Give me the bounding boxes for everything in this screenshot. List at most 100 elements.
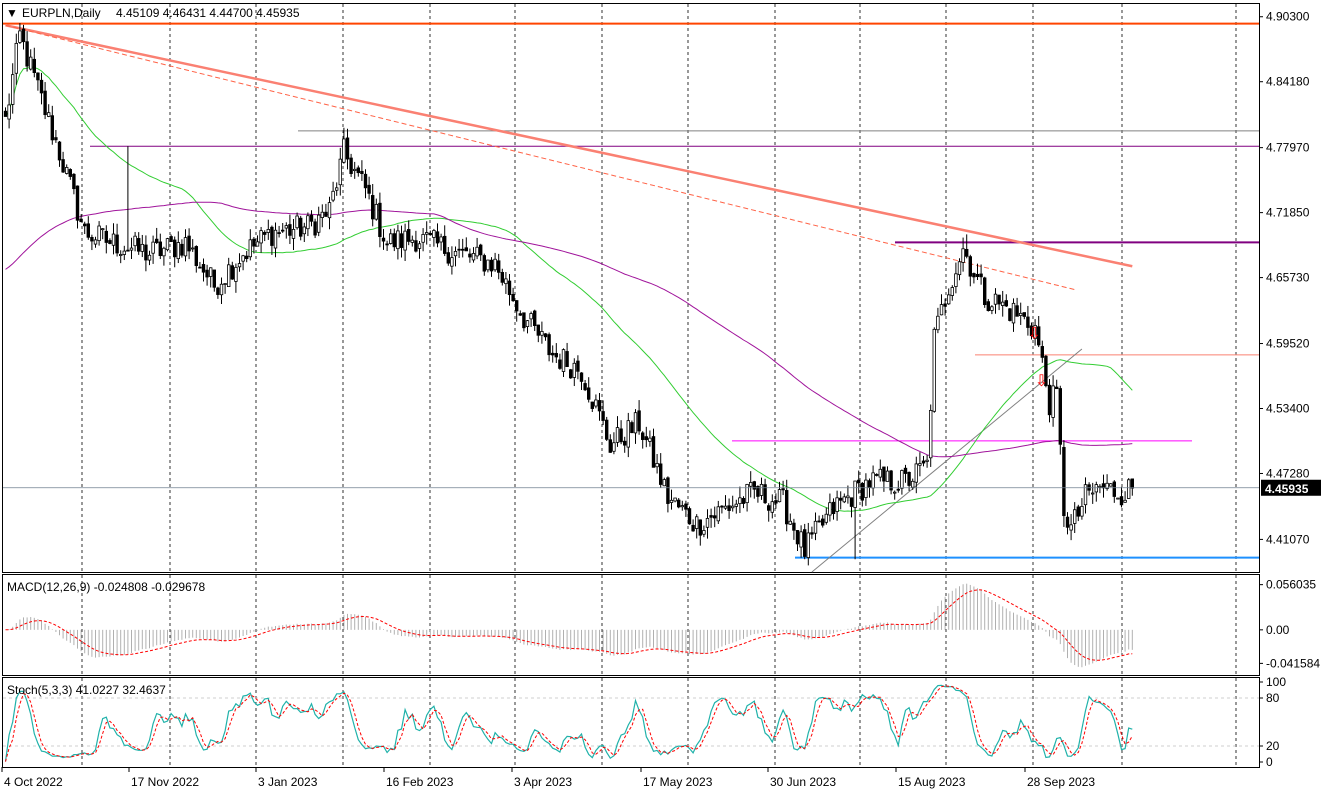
candle-body xyxy=(525,320,530,327)
candle-body xyxy=(374,203,378,220)
candle-body xyxy=(803,529,807,557)
candle-body xyxy=(677,499,681,508)
candle-body xyxy=(997,294,1001,305)
candle-body xyxy=(597,400,602,412)
candle-body xyxy=(14,42,18,74)
candle-body xyxy=(21,28,26,43)
time-tick-label: 16 Feb 2023 xyxy=(386,775,454,789)
candle-body xyxy=(61,159,65,173)
time-tick-label: 4 Oct 2022 xyxy=(4,775,63,789)
candle-body xyxy=(378,202,382,237)
candle-body xyxy=(576,360,580,372)
candle-body xyxy=(104,230,108,243)
time-tick-label: 28 Sep 2023 xyxy=(1027,775,1095,789)
candle-body xyxy=(162,247,166,257)
candle-body xyxy=(623,440,627,446)
candle-body xyxy=(968,256,972,277)
candle-body xyxy=(993,293,998,305)
candle-body xyxy=(342,138,346,163)
candle-body xyxy=(147,254,152,261)
candle-body xyxy=(457,248,461,251)
candle-body xyxy=(356,167,360,174)
candle-body xyxy=(262,231,267,235)
down-arrow-icon: ⇩ xyxy=(1028,325,1041,342)
candle-body xyxy=(626,420,630,448)
time-tick-label: 17 May 2023 xyxy=(643,775,713,789)
candle-body xyxy=(1015,305,1019,317)
stoch-axis: 100 80 20 0 xyxy=(1259,675,1286,769)
candle-body xyxy=(504,278,508,285)
stoch-tick-label: 20 xyxy=(1266,739,1280,753)
candle-body xyxy=(741,498,746,504)
candle-body xyxy=(482,255,486,272)
candle-body xyxy=(1044,355,1048,387)
price-axis: 4.90300 4.84180 4.77970 4.71850 4.65730 4.595… xyxy=(1259,10,1310,546)
candle-body xyxy=(428,232,432,236)
candle-body xyxy=(111,233,116,246)
candle-body xyxy=(1047,384,1052,416)
candle-body xyxy=(1022,312,1026,317)
candle-body xyxy=(900,470,904,489)
candle-body xyxy=(140,243,144,252)
candle-body xyxy=(511,294,515,302)
candle-body xyxy=(842,496,846,503)
candle-body xyxy=(914,463,918,483)
candle-body xyxy=(331,190,335,201)
candle-body xyxy=(119,254,123,256)
candle-body xyxy=(57,141,62,161)
trendline xyxy=(5,24,1133,268)
candle-body xyxy=(403,230,407,251)
stoch-label: Stoch(5,3,3) 41.0227 32.4637 xyxy=(7,683,166,697)
candle-body xyxy=(478,244,483,256)
candle-body xyxy=(36,72,40,81)
candle-body xyxy=(1029,325,1034,337)
candle-body xyxy=(450,257,454,267)
candle-body xyxy=(824,513,828,523)
candle-body xyxy=(7,104,11,120)
candle-body xyxy=(738,497,742,505)
candle-body xyxy=(3,110,8,117)
candle-body xyxy=(367,184,371,194)
candle-body xyxy=(410,239,414,243)
candle-body xyxy=(1098,485,1102,488)
candle-body xyxy=(176,242,180,260)
candle-body xyxy=(306,215,310,230)
candle-body xyxy=(417,243,422,249)
candle-body xyxy=(788,520,792,525)
candle-body xyxy=(1058,388,1062,445)
candle-body xyxy=(813,520,818,534)
down-arrow-icon: ⇩ xyxy=(1035,373,1048,390)
candle-body xyxy=(327,202,332,219)
candle-body xyxy=(767,505,771,511)
candle-body xyxy=(295,215,299,229)
macd-label: MACD(12,26,9) -0.024808 -0.029678 xyxy=(7,580,205,594)
candle-body xyxy=(821,518,825,526)
candle-body xyxy=(25,41,29,67)
candle-body xyxy=(1101,483,1106,489)
current-price-badge xyxy=(1261,479,1321,496)
candle-body xyxy=(352,168,357,172)
candle-body xyxy=(731,505,735,509)
candle-body xyxy=(777,489,782,503)
candle-body xyxy=(651,436,656,468)
candle-body xyxy=(158,241,162,257)
candle-body xyxy=(630,422,634,434)
candle-body xyxy=(270,226,274,246)
candle-body xyxy=(705,518,710,528)
macd-histogram xyxy=(8,583,1133,668)
trendline xyxy=(811,348,1083,573)
candle-body xyxy=(115,234,119,254)
candle-body xyxy=(252,238,256,247)
candle-body xyxy=(558,359,562,369)
candle-body xyxy=(1004,300,1008,307)
macd-axis: 0.056035 0.00 -0.041584 xyxy=(1259,578,1320,670)
candle-body xyxy=(864,479,868,499)
candle-body xyxy=(1051,385,1055,418)
main-panel: ⇩⇩ ▼ EURPLN,Daily 4.45109 4.46431 4.4470… xyxy=(2,3,1321,573)
candle-body xyxy=(1080,505,1084,517)
macd-tick-label: 0.056035 xyxy=(1266,578,1316,592)
candle-body xyxy=(288,224,292,236)
candle-body xyxy=(583,383,587,391)
candle-body xyxy=(1040,346,1044,358)
candle-body xyxy=(619,428,623,443)
